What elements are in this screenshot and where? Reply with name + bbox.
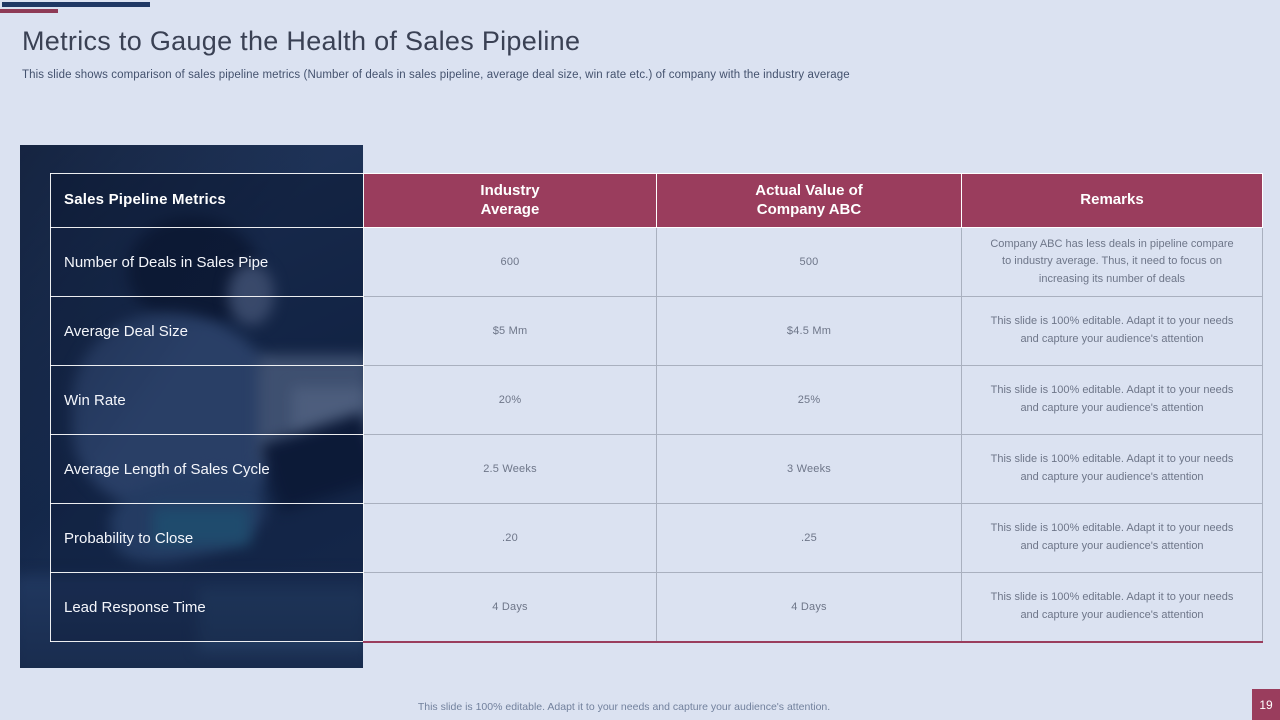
remarks-cell: Company ABC has less deals in pipeline c…	[961, 227, 1263, 297]
remarks-cell: This slide is 100% editable. Adapt it to…	[961, 365, 1263, 435]
sales-pipeline-metrics-table: Sales Pipeline Metrics Industry Average …	[50, 173, 1263, 643]
table-row: Lead Response Time 4 Days 4 Days This sl…	[50, 572, 1263, 643]
table-row: Average Length of Sales Cycle 2.5 Weeks …	[50, 434, 1263, 504]
remarks-cell: This slide is 100% editable. Adapt it to…	[961, 503, 1263, 573]
page-title: Metrics to Gauge the Health of Sales Pip…	[22, 26, 581, 56]
accent-bar-navy	[2, 2, 150, 7]
footer-note: This slide is 100% editable. Adapt it to…	[417, 701, 831, 713]
industry-average-cell: 20%	[363, 365, 657, 435]
metric-name-cell: Average Length of Sales Cycle	[50, 434, 364, 504]
metric-name-cell: Win Rate	[50, 365, 364, 435]
header-actual-value: Actual Value of Company ABC	[656, 173, 962, 228]
actual-value-cell: .25	[656, 503, 962, 573]
table-row: Probability to Close .20 .25 This slide …	[50, 503, 1263, 573]
actual-value-cell: 3 Weeks	[656, 434, 962, 504]
industry-average-cell: 2.5 Weeks	[363, 434, 657, 504]
page-subtitle: This slide shows comparison of sales pip…	[22, 69, 850, 81]
page-number-badge: 19	[1252, 689, 1280, 720]
industry-average-cell: $5 Mm	[363, 296, 657, 366]
table-header-row: Sales Pipeline Metrics Industry Average …	[50, 173, 1263, 228]
table-row: Average Deal Size $5 Mm $4.5 Mm This sli…	[50, 296, 1263, 366]
metric-name-cell: Number of Deals in Sales Pipe	[50, 227, 364, 297]
metric-name-cell: Average Deal Size	[50, 296, 364, 366]
actual-value-cell: $4.5 Mm	[656, 296, 962, 366]
table-row: Win Rate 20% 25% This slide is 100% edit…	[50, 365, 1263, 435]
actual-value-cell: 500	[656, 227, 962, 297]
metric-name-cell: Probability to Close	[50, 503, 364, 573]
header-industry-average: Industry Average	[363, 173, 657, 228]
actual-value-cell: 4 Days	[656, 572, 962, 643]
remarks-cell: This slide is 100% editable. Adapt it to…	[961, 434, 1263, 504]
metrics-table-body: Number of Deals in Sales Pipe 600 500 Co…	[50, 227, 1263, 643]
remarks-cell: This slide is 100% editable. Adapt it to…	[961, 296, 1263, 366]
table-row: Number of Deals in Sales Pipe 600 500 Co…	[50, 227, 1263, 297]
industry-average-cell: 4 Days	[363, 572, 657, 643]
industry-average-cell: .20	[363, 503, 657, 573]
remarks-cell: This slide is 100% editable. Adapt it to…	[961, 572, 1263, 643]
accent-bar-maroon	[0, 9, 58, 13]
metric-name-cell: Lead Response Time	[50, 572, 364, 642]
industry-average-cell: 600	[363, 227, 657, 297]
header-sales-pipeline-metrics: Sales Pipeline Metrics	[50, 173, 364, 228]
actual-value-cell: 25%	[656, 365, 962, 435]
header-remarks: Remarks	[961, 173, 1263, 228]
